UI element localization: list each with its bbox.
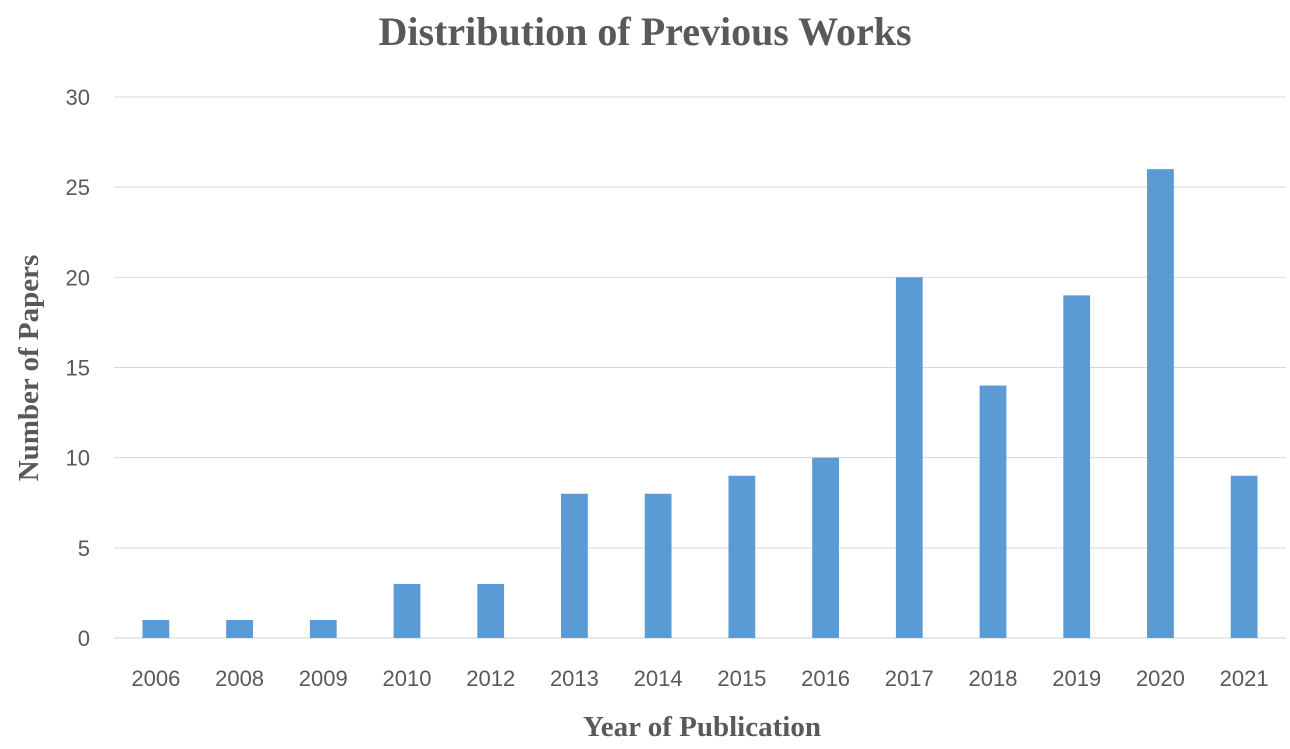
x-tick-label: 2019 [1052, 666, 1101, 691]
x-tick-label: 2017 [885, 666, 934, 691]
bar-2017 [895, 277, 923, 638]
y-tick-label: 15 [66, 356, 90, 381]
x-tick-label: 2018 [969, 666, 1018, 691]
bar-2021 [1230, 475, 1258, 638]
y-tick-label: 25 [66, 175, 90, 200]
x-tick-label: 2009 [299, 666, 348, 691]
bar-2018 [979, 385, 1007, 638]
x-axis-title: Year of Publication [583, 711, 821, 743]
y-tick-label: 10 [66, 446, 90, 471]
chart-title: Distribution of Previous Works [378, 9, 911, 54]
bar-2020 [1147, 169, 1174, 638]
y-tick-label: 30 [66, 85, 90, 110]
bar-2015 [728, 475, 756, 638]
bar-2019 [1063, 295, 1091, 638]
bar-2006 [142, 619, 170, 638]
y-tick-label: 20 [66, 265, 90, 290]
x-tick-label: 2020 [1136, 666, 1185, 691]
bar-2016 [812, 457, 839, 638]
bar-2009 [309, 619, 337, 638]
x-tick-label: 2016 [801, 666, 850, 691]
y-axis-title: Number of Papers [13, 255, 45, 482]
x-tick-label: 2015 [717, 666, 766, 691]
bar-2012 [477, 583, 505, 638]
x-tick-label: 2008 [215, 666, 264, 691]
bars [142, 169, 1258, 638]
gridlines [114, 96, 1286, 639]
x-tick-label: 2021 [1220, 666, 1269, 691]
y-axis-ticks: 0 5 10 15 20 25 30 [66, 85, 90, 651]
x-tick-label: 2014 [634, 666, 683, 691]
x-tick-label: 2010 [383, 666, 432, 691]
x-axis-ticks: 2006 2008 2009 2010 2012 2013 2014 2015 2016 2017… [131, 666, 1268, 691]
y-tick-label: 5 [78, 536, 90, 561]
x-tick-label: 2013 [550, 666, 599, 691]
bar-2013 [561, 493, 588, 638]
x-tick-label: 2006 [131, 666, 180, 691]
bar-2008 [226, 619, 253, 638]
bar-2014 [644, 493, 672, 638]
bar-2010 [393, 583, 421, 638]
x-tick-label: 2012 [466, 666, 515, 691]
y-tick-label: 0 [78, 626, 90, 651]
